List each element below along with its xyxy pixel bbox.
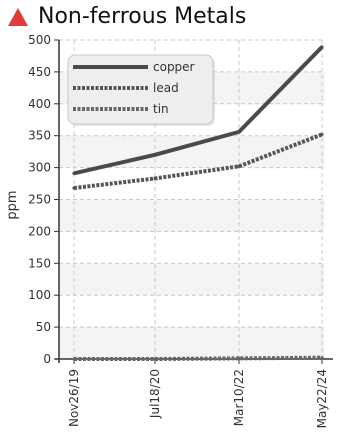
legend-label-lead: lead bbox=[153, 81, 179, 95]
data-point-copper bbox=[237, 130, 241, 134]
x-tick-label: May22/24 bbox=[315, 369, 329, 428]
legend-label-copper: copper bbox=[153, 60, 195, 74]
x-tick-label: Jul18/20 bbox=[148, 369, 162, 419]
data-point-lead bbox=[320, 132, 324, 137]
y-axis-label: ppm bbox=[5, 190, 20, 219]
data-point-copper bbox=[153, 153, 157, 157]
grid-band bbox=[59, 327, 325, 359]
grid-band bbox=[59, 263, 325, 296]
y-tick-label: 500 bbox=[28, 33, 51, 47]
title-row: Non-ferrous Metals bbox=[6, 1, 246, 33]
data-point-tin bbox=[237, 356, 241, 360]
series-line-tin bbox=[74, 355, 323, 361]
grid-band bbox=[59, 135, 325, 168]
y-tick-label: 100 bbox=[28, 288, 51, 302]
y-tick-label: 300 bbox=[28, 161, 51, 175]
chart-title: Non-ferrous Metals bbox=[38, 4, 247, 29]
y-tick-label: 350 bbox=[28, 129, 51, 143]
data-point-copper bbox=[320, 45, 324, 49]
y-tick-label: 400 bbox=[28, 97, 51, 111]
series-line-copper bbox=[73, 45, 324, 176]
data-point-tin bbox=[72, 357, 76, 361]
x-tick-label: Mar10/22 bbox=[232, 369, 246, 426]
x-tick-label: Nov26/19 bbox=[67, 369, 81, 427]
data-point-copper bbox=[72, 171, 76, 175]
y-tick-label: 250 bbox=[28, 193, 51, 207]
data-point-tin bbox=[320, 356, 324, 360]
y-tick-label: 150 bbox=[28, 256, 51, 270]
data-point-tin bbox=[153, 357, 157, 361]
y-tick-label: 50 bbox=[36, 320, 51, 334]
grid-band bbox=[59, 199, 325, 232]
legend-label-tin: tin bbox=[153, 102, 169, 116]
y-tick-label: 0 bbox=[43, 352, 51, 366]
y-tick-label: 450 bbox=[28, 65, 51, 79]
data-point-lead bbox=[237, 164, 241, 168]
y-tick-label: 200 bbox=[28, 224, 51, 238]
series-line-lead bbox=[73, 132, 323, 191]
data-point-lead bbox=[153, 176, 157, 181]
data-point-lead bbox=[72, 186, 76, 190]
red-up-triangle-icon bbox=[8, 8, 28, 26]
